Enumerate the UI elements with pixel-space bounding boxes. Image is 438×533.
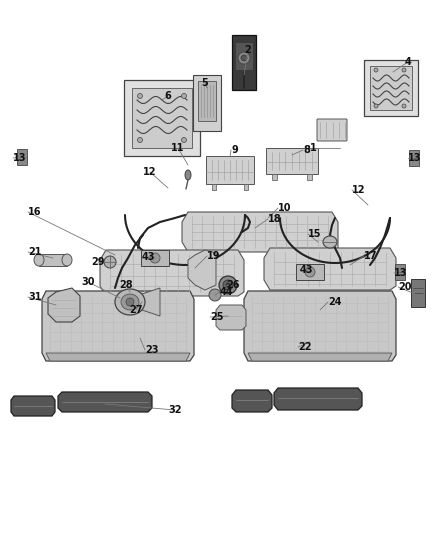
- Polygon shape: [17, 149, 27, 165]
- Text: 8: 8: [303, 145, 310, 155]
- Text: 30: 30: [81, 277, 95, 287]
- Polygon shape: [395, 264, 405, 280]
- Ellipse shape: [238, 52, 250, 64]
- Polygon shape: [46, 353, 190, 361]
- FancyBboxPatch shape: [317, 119, 347, 141]
- Text: 29: 29: [91, 257, 105, 267]
- Text: 12: 12: [143, 167, 157, 177]
- Text: 15: 15: [308, 229, 321, 239]
- Text: 11: 11: [171, 143, 185, 153]
- Text: 9: 9: [231, 145, 238, 155]
- Text: 18: 18: [268, 214, 282, 224]
- Text: 1: 1: [310, 143, 317, 153]
- Polygon shape: [264, 248, 396, 290]
- Polygon shape: [244, 291, 396, 361]
- Polygon shape: [216, 305, 246, 330]
- Text: 20: 20: [398, 282, 411, 292]
- Polygon shape: [188, 250, 216, 290]
- Text: 2: 2: [245, 45, 251, 55]
- Polygon shape: [244, 184, 248, 190]
- Polygon shape: [142, 288, 160, 316]
- Ellipse shape: [115, 289, 145, 315]
- Text: 12: 12: [352, 185, 365, 195]
- Polygon shape: [58, 392, 152, 412]
- Text: 4: 4: [405, 57, 411, 67]
- Text: 27: 27: [129, 305, 143, 315]
- Polygon shape: [232, 35, 256, 90]
- Polygon shape: [100, 250, 244, 296]
- Text: 5: 5: [201, 78, 208, 88]
- Ellipse shape: [305, 267, 315, 277]
- Text: 13: 13: [394, 268, 407, 278]
- Text: 28: 28: [119, 280, 133, 290]
- Ellipse shape: [62, 254, 72, 266]
- Polygon shape: [182, 212, 338, 252]
- Text: 23: 23: [145, 345, 159, 355]
- Ellipse shape: [126, 298, 134, 306]
- Polygon shape: [212, 184, 216, 190]
- Text: 32: 32: [168, 405, 182, 415]
- Text: 13: 13: [408, 153, 421, 163]
- Text: 43: 43: [300, 265, 314, 275]
- Polygon shape: [248, 353, 392, 361]
- Ellipse shape: [181, 93, 187, 99]
- Polygon shape: [206, 156, 254, 184]
- Ellipse shape: [104, 256, 116, 268]
- Ellipse shape: [241, 55, 247, 61]
- Polygon shape: [132, 88, 192, 148]
- Polygon shape: [11, 396, 55, 416]
- Ellipse shape: [219, 276, 237, 294]
- Polygon shape: [296, 264, 324, 280]
- Polygon shape: [409, 150, 419, 166]
- Ellipse shape: [402, 68, 406, 72]
- Polygon shape: [39, 254, 67, 266]
- Polygon shape: [272, 174, 277, 180]
- Polygon shape: [193, 75, 221, 131]
- Text: 6: 6: [165, 91, 171, 101]
- Ellipse shape: [374, 104, 378, 108]
- Ellipse shape: [209, 289, 221, 301]
- Text: 25: 25: [210, 312, 223, 322]
- Ellipse shape: [121, 294, 139, 310]
- Ellipse shape: [226, 283, 230, 287]
- Text: 21: 21: [28, 247, 42, 257]
- Polygon shape: [411, 279, 425, 307]
- Ellipse shape: [402, 104, 406, 108]
- Ellipse shape: [185, 170, 191, 180]
- Text: 26: 26: [226, 280, 240, 290]
- Ellipse shape: [138, 138, 142, 142]
- Ellipse shape: [150, 253, 160, 263]
- Text: 16: 16: [28, 207, 42, 217]
- Text: 13: 13: [13, 153, 27, 163]
- Ellipse shape: [34, 254, 44, 266]
- Polygon shape: [370, 66, 412, 110]
- Text: 24: 24: [328, 297, 342, 307]
- Ellipse shape: [138, 93, 142, 99]
- Ellipse shape: [323, 236, 337, 248]
- Polygon shape: [198, 81, 216, 121]
- Polygon shape: [232, 390, 272, 412]
- Polygon shape: [274, 388, 362, 410]
- Text: 44: 44: [220, 287, 233, 297]
- Polygon shape: [266, 148, 318, 174]
- Polygon shape: [141, 250, 169, 266]
- Text: 43: 43: [141, 252, 155, 262]
- Text: 10: 10: [278, 203, 292, 213]
- Ellipse shape: [374, 68, 378, 72]
- Text: 22: 22: [298, 342, 311, 352]
- Text: 31: 31: [28, 292, 42, 302]
- Polygon shape: [124, 80, 200, 156]
- Polygon shape: [42, 291, 194, 361]
- Ellipse shape: [181, 138, 187, 142]
- Polygon shape: [307, 174, 312, 180]
- Text: 17: 17: [364, 251, 378, 261]
- Polygon shape: [48, 288, 80, 322]
- Polygon shape: [235, 42, 253, 70]
- Ellipse shape: [223, 280, 233, 290]
- Text: 19: 19: [207, 251, 220, 261]
- Polygon shape: [364, 60, 418, 116]
